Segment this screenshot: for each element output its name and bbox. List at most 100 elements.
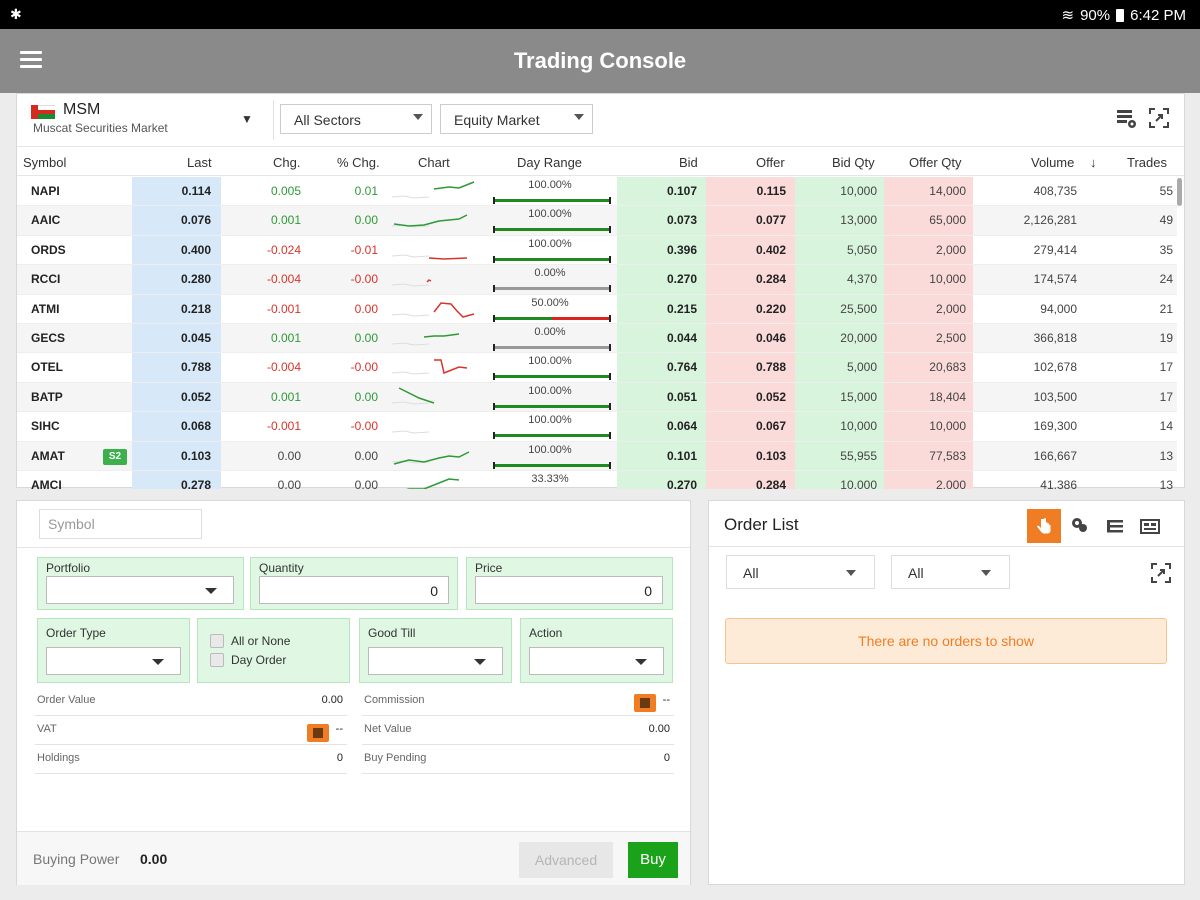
bid-qty-cell: 25,500 <box>795 294 884 323</box>
table-row[interactable]: AMCI 0.278 0.00 0.00 33.33% 0.270 0.284 10,000 2… <box>17 471 1177 489</box>
order-list-title: Order List <box>724 515 799 534</box>
change-cell: 0.001 <box>270 213 301 228</box>
col-header-pct-chg[interactable]: % Chg. <box>337 155 380 170</box>
pct-change-cell: 0.00 <box>354 478 378 489</box>
symbol-cell[interactable]: ORDS <box>31 242 66 257</box>
chevron-down-icon <box>152 659 164 665</box>
quantity-input[interactable]: 0 <box>259 576 449 604</box>
offer-cell: 0.402 <box>706 235 795 265</box>
order-type-select[interactable] <box>46 647 181 675</box>
table-row[interactable]: SIHC 0.068 -0.001 -0.00 100.00% 0.064 0.067 10,… <box>17 412 1177 442</box>
market-type-dropdown[interactable]: Equity Market <box>440 104 593 134</box>
order-status-filter[interactable]: All <box>726 555 875 589</box>
offer-qty-cell: 2,000 <box>884 471 973 489</box>
status-bar: ✱ ≋ 90% 6:42 PM <box>0 0 1200 29</box>
calculator-icon[interactable] <box>307 724 329 742</box>
col-header-last[interactable]: Last <box>187 155 212 170</box>
order-entry-footer: Buying Power 0.00 Advanced Buy <box>17 831 690 885</box>
advanced-button[interactable]: Advanced <box>519 842 613 878</box>
expand-icon[interactable] <box>1149 561 1173 585</box>
bid-cell: 0.215 <box>617 294 706 323</box>
sparkline-chart <box>389 442 489 470</box>
status-badge: S2 <box>103 448 127 465</box>
watchlist-settings-icon[interactable] <box>1114 106 1138 130</box>
symbol-cell[interactable]: AAIC <box>31 213 61 228</box>
day-range-percent: 0.00% <box>534 267 566 280</box>
day-range-bar <box>493 285 611 293</box>
col-header-bid-qty[interactable]: Bid Qty <box>832 155 875 170</box>
order-value-row: Order Value 0.00 <box>35 688 347 716</box>
table-row[interactable]: AMAT S2 0.103 0.00 0.00 100.00% 0.101 0.103 55,9… <box>17 441 1177 471</box>
calculator-icon[interactable] <box>634 694 656 712</box>
volume-cell: 41,386 <box>1040 478 1077 489</box>
bid-cell: 0.064 <box>617 412 706 441</box>
col-header-chg[interactable]: Chg. <box>273 155 301 170</box>
sort-down-icon[interactable]: ↓ <box>1090 155 1097 170</box>
action-select[interactable] <box>529 647 664 675</box>
symbol-cell[interactable]: NAPI <box>31 184 60 198</box>
list-view-icon[interactable] <box>1098 509 1132 543</box>
trades-cell: 49 <box>1159 213 1173 228</box>
col-header-bid[interactable]: Bid <box>679 155 698 170</box>
good-till-label: Good Till <box>368 626 416 640</box>
col-header-offer[interactable]: Offer <box>756 155 785 170</box>
col-header-volume[interactable]: Volume <box>1031 155 1075 170</box>
hand-pointer-icon[interactable] <box>1027 509 1061 543</box>
last-price-cell: 0.400 <box>132 235 221 265</box>
bid-qty-cell: 15,000 <box>795 382 884 412</box>
table-row[interactable]: OTEL 0.788 -0.004 -0.00 100.00% 0.764 0.788 5,0… <box>17 353 1177 383</box>
symbol-input[interactable]: Symbol <box>39 509 202 539</box>
table-row[interactable]: GECS 0.045 0.001 0.00 0.00% 0.044 0.046 20,000 2… <box>17 324 1177 354</box>
pct-change-cell: 0.00 <box>354 331 378 345</box>
sparkline-chart <box>389 383 489 411</box>
col-header-offer-qty[interactable]: Offer Qty <box>909 155 962 170</box>
symbol-cell[interactable]: RCCI <box>31 272 61 287</box>
symbol-cell[interactable]: AMCI <box>31 478 62 489</box>
table-row[interactable]: BATP 0.052 0.001 0.00 100.00% 0.051 0.052 15,00… <box>17 382 1177 413</box>
symbol-cell[interactable]: OTEL <box>31 360 63 375</box>
divider <box>17 547 690 548</box>
chevron-down-icon <box>846 570 856 576</box>
expand-icon[interactable] <box>1147 106 1171 130</box>
table-row[interactable]: AAIC 0.076 0.001 0.00 100.00% 0.073 0.077 13,00… <box>17 206 1177 236</box>
order-entry-panel: Symbol Portfolio Quantity 0 Price 0 Orde… <box>16 500 691 885</box>
offer-qty-cell: 20,683 <box>884 353 973 382</box>
table-row[interactable]: RCCI 0.280 -0.004 -0.00 0.00% 0.270 0.284 4,370… <box>17 265 1177 295</box>
chevron-down-icon <box>635 659 647 665</box>
table-row[interactable]: ORDS 0.400 -0.024 -0.01 100.00% 0.396 0.402 5,0… <box>17 235 1177 266</box>
portfolio-select[interactable] <box>46 576 234 604</box>
chevron-down-icon[interactable]: ▼ <box>241 112 253 126</box>
card-view-icon[interactable] <box>1133 509 1167 543</box>
col-header-trades[interactable]: Trades <box>1127 155 1167 170</box>
day-range-cell: 0.00% <box>489 265 617 293</box>
pct-change-cell: -0.00 <box>350 419 378 434</box>
table-row[interactable]: NAPI 0.114 0.005 0.01 100.00% 0.107 0.115 10,00… <box>17 177 1177 207</box>
symbol-cell[interactable]: SIHC <box>31 419 60 434</box>
col-header-symbol[interactable]: Symbol <box>23 155 67 170</box>
symbol-cell[interactable]: BATP <box>31 389 63 404</box>
sector-dropdown[interactable]: All Sectors <box>280 104 432 134</box>
sector-dropdown-label: All Sectors <box>294 112 361 128</box>
col-header-day-range[interactable]: Day Range <box>517 155 583 170</box>
net-value-row: Net Value 0.00 <box>362 717 674 745</box>
last-price-cell: 0.788 <box>132 353 221 382</box>
offer-qty-cell: 10,000 <box>884 412 973 441</box>
exchange-selector[interactable]: MSM Muscat Securities Market ▼ <box>17 94 273 142</box>
orders-filter-icon[interactable] <box>1063 509 1097 543</box>
buy-button[interactable]: Buy <box>628 842 678 878</box>
symbol-cell[interactable]: ATMI <box>31 301 60 316</box>
order-side-filter[interactable]: All <box>891 555 1010 589</box>
offer-qty-cell: 2,000 <box>884 294 973 323</box>
all-or-none-checkbox[interactable] <box>210 634 224 648</box>
menu-icon[interactable] <box>20 51 42 69</box>
symbol-cell[interactable]: AMAT <box>31 448 65 463</box>
day-order-checkbox[interactable] <box>210 653 224 667</box>
price-input[interactable]: 0 <box>475 576 663 604</box>
symbol-cell[interactable]: GECS <box>31 331 66 345</box>
offer-qty-cell: 18,404 <box>884 382 973 412</box>
table-row[interactable]: ATMI 0.218 -0.001 0.00 50.00% 0.215 0.220 25,50… <box>17 294 1177 324</box>
app-bar: Trading Console <box>0 29 1200 93</box>
table-scrollbar[interactable] <box>1177 178 1182 206</box>
quantity-value: 0 <box>430 583 438 599</box>
good-till-select[interactable] <box>368 647 503 675</box>
